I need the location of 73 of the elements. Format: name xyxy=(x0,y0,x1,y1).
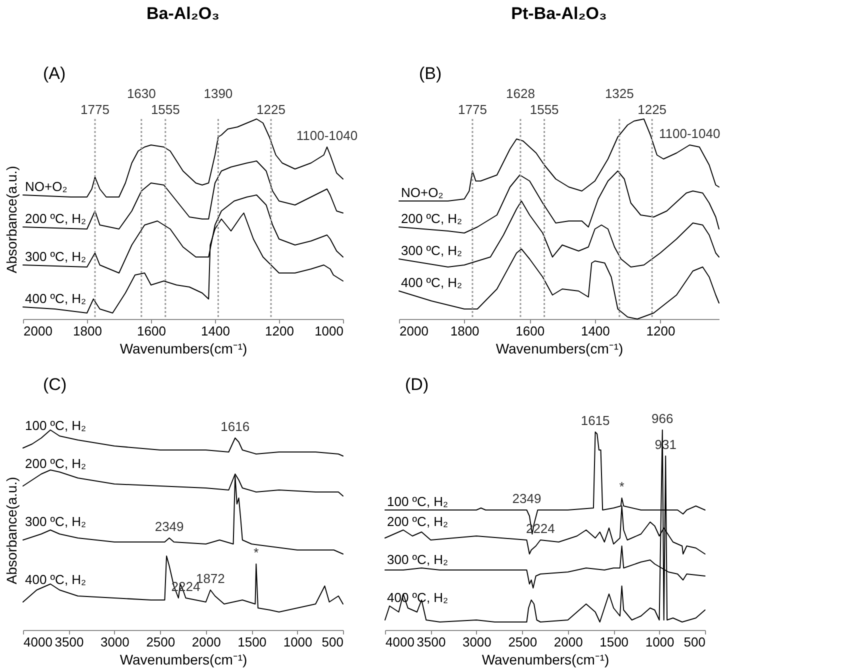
x-tick-label: 1600 xyxy=(516,324,545,338)
series-label: 400 ºC, H₂ xyxy=(25,291,86,306)
x-axis-title: Wavenumbers(cm⁻¹) xyxy=(120,340,248,356)
x-tick-label: 1600 xyxy=(137,324,166,338)
x-axis-title: Wavenumbers(cm⁻¹) xyxy=(496,340,624,356)
x-tick-label: 1500 xyxy=(600,634,629,650)
x-tick-label: 2500 xyxy=(508,634,538,650)
annotation: 1615 xyxy=(580,413,610,428)
annotation: 2349 xyxy=(154,519,184,534)
ref-line-label: 1225 xyxy=(638,102,667,117)
x-tick-label: 1400 xyxy=(201,324,230,338)
x-tick-label: 1800 xyxy=(450,324,480,338)
series-label: 300 ºC, H₂ xyxy=(401,243,462,258)
series-label: 300 ºC, H₂ xyxy=(25,514,86,529)
chart-title: Pt-Ba-Al₂O₃ xyxy=(511,4,607,23)
series-label: 300 ºC, H₂ xyxy=(387,552,448,567)
ref-line-label: 1775 xyxy=(80,102,110,117)
chart-title: Ba-Al₂O₃ xyxy=(146,4,220,23)
annotation: 2349 xyxy=(512,491,542,506)
x-tick-label: 2000 xyxy=(554,634,583,650)
x-tick-label: 2000 xyxy=(24,324,52,338)
series-label: 100 ºC, H₂ xyxy=(25,418,86,433)
annotation: * xyxy=(619,479,624,494)
ref-line-label: 1555 xyxy=(530,102,559,117)
annotation: 1616 xyxy=(220,419,250,434)
series-label: 400 ºC, H₂ xyxy=(401,275,462,290)
x-tick-label: 3000 xyxy=(462,634,492,650)
x-tick-label: 3000 xyxy=(100,634,130,650)
series-label: 200 ºC, H₂ xyxy=(387,514,448,529)
y-axis-title: Absorbance(a.u.) xyxy=(4,166,20,274)
x-tick-label: 2000 xyxy=(400,324,428,338)
series-label: 300 ºC, H₂ xyxy=(25,249,86,264)
ref-line-label: 1775 xyxy=(458,102,487,117)
text: (C) xyxy=(43,375,67,394)
y-axis-title: Absorbance(a.u.) xyxy=(4,476,20,584)
x-axis-title: Wavenumbers(cm⁻¹) xyxy=(120,652,248,668)
series-label: 200 ºC, H₂ xyxy=(25,211,86,226)
x-tick-label: 3500 xyxy=(54,634,84,650)
x-axis-title: Wavenumbers(cm⁻¹) xyxy=(482,652,610,668)
annotation: 1100-1040 xyxy=(296,128,358,143)
x-tick-label: 1200 xyxy=(646,324,676,338)
series-label: 400 ºC, H₂ xyxy=(25,572,86,587)
x-tick-label: 1000 xyxy=(283,634,312,650)
series-label: 200 ºC, H₂ xyxy=(25,456,86,471)
ref-line-label: 1325 xyxy=(604,86,634,101)
x-tick-label: 500 xyxy=(322,634,344,650)
series-label: NO+O₂ xyxy=(401,185,444,200)
x-tick-label: 2500 xyxy=(146,634,176,650)
annotation: * xyxy=(254,545,259,560)
x-tick-label: 1200 xyxy=(265,324,294,338)
x-tick-label: 4000 xyxy=(24,634,52,650)
ref-line-label: 1628 xyxy=(506,86,535,101)
ref-line-label: 1555 xyxy=(150,102,180,117)
x-tick-label: 4000 xyxy=(386,634,414,650)
x-tick-label: 500 xyxy=(684,634,706,650)
series-label: 200 ºC, H₂ xyxy=(401,211,462,226)
text: (B) xyxy=(419,64,442,83)
text: (D) xyxy=(405,375,429,394)
x-tick-label: 1000 xyxy=(645,634,674,650)
annotation: 1100-1040 xyxy=(659,126,720,141)
x-tick-label: 1500 xyxy=(238,634,267,650)
x-tick-label: 1000 xyxy=(314,324,344,338)
ref-line-label: 1225 xyxy=(256,102,286,117)
x-tick-label: 1800 xyxy=(73,324,102,338)
annotation: 966 xyxy=(652,411,674,426)
x-tick-label: 2000 xyxy=(192,634,221,650)
text: (A) xyxy=(43,64,66,83)
x-tick-label: 1400 xyxy=(580,324,610,338)
ref-line-label: 1390 xyxy=(204,86,233,101)
series-label: 100 ºC, H₂ xyxy=(387,494,448,509)
x-tick-label: 3500 xyxy=(416,634,446,650)
series-label: NO+O₂ xyxy=(25,179,68,194)
ref-line-label: 1630 xyxy=(126,86,156,101)
